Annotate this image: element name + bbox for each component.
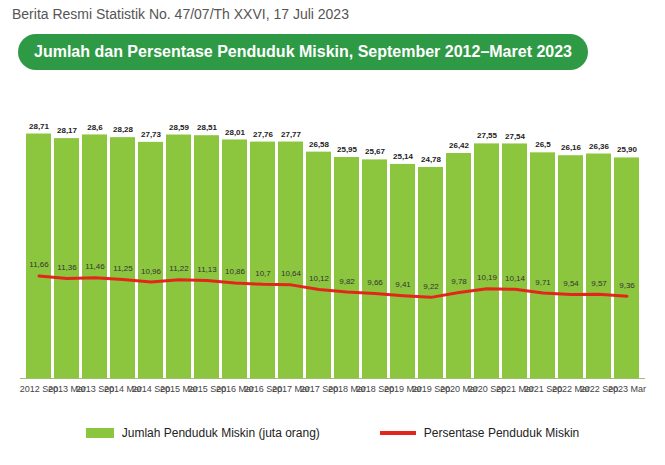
html-text:Jumlah Penduduk Miskin (juta o: Jumlah Penduduk Miskin (juta orang)	[121, 426, 320, 440]
svg-text:11,25: 11,25	[113, 264, 133, 273]
svg-text:2023 Mar: 2023 Mar	[608, 384, 646, 394]
svg-text:9,71: 9,71	[535, 278, 551, 287]
svg-text:2019 Sep: 2019 Sep	[411, 384, 451, 395]
svg-text:26,58: 26,58	[309, 140, 330, 149]
svg-text:2012 Sep: 2012 Sep	[19, 384, 59, 395]
svg-text:27,77: 27,77	[281, 130, 302, 139]
svg-text:26,42: 26,42	[449, 141, 470, 150]
svg-text:26,36: 26,36	[589, 142, 610, 151]
svg-text:2015 Mar: 2015 Mar	[160, 384, 198, 395]
svg-text:27,73: 27,73	[141, 130, 162, 139]
svg-text:25,95: 25,95	[337, 145, 358, 154]
svg-text:25,14: 25,14	[393, 152, 414, 161]
svg-text:9,54: 9,54	[563, 279, 579, 288]
svg-text:9,36: 9,36	[619, 281, 635, 290]
svg-text:2020 Sep: 2020 Sep	[467, 384, 507, 395]
svg-text:9,57: 9,57	[591, 279, 607, 288]
svg-text:28,01: 28,01	[225, 128, 246, 137]
svg-text:24,78: 24,78	[421, 155, 442, 164]
svg-text:2017 Sep: 2017 Sep	[299, 384, 339, 395]
svg-text:28,17: 28,17	[57, 126, 78, 135]
svg-text:11,22: 11,22	[169, 264, 189, 273]
svg-text:25,67: 25,67	[365, 147, 386, 156]
svg-text:11,66: 11,66	[29, 260, 49, 269]
svg-text:11,13: 11,13	[197, 265, 217, 274]
svg-text:2022 Sep: 2022 Sep	[579, 384, 619, 395]
svg-text:9,82: 9,82	[339, 277, 355, 286]
svg-text:10,12: 10,12	[309, 274, 330, 283]
svg-text:2018 Sep: 2018 Sep	[355, 384, 395, 395]
html-text:Persentase Penduduk Miskin: Persentase Penduduk Miskin	[423, 426, 580, 440]
svg-text:2013 Sep: 2013 Sep	[75, 384, 115, 395]
svg-text:10,86: 10,86	[225, 267, 246, 276]
svg-text:25,90: 25,90	[617, 145, 638, 154]
svg-text:2022 Mar: 2022 Mar	[552, 384, 590, 395]
svg-text:2016 Sep: 2016 Sep	[243, 384, 283, 395]
svg-text:2021 Mar: 2021 Mar	[496, 384, 534, 395]
svg-text:11,36: 11,36	[57, 263, 77, 272]
svg-text:2021 Sep: 2021 Sep	[523, 384, 563, 395]
svg-text:26,5: 26,5	[535, 140, 551, 149]
svg-text:2016 Mar: 2016 Mar	[216, 384, 254, 395]
svg-text:27,76: 27,76	[253, 130, 274, 139]
svg-text:27,55: 27,55	[477, 131, 498, 140]
svg-text:27,54: 27,54	[505, 132, 526, 141]
svg-text:2015 Sep: 2015 Sep	[187, 384, 227, 395]
svg-text:11,46: 11,46	[85, 262, 105, 271]
svg-text:2018 Mar: 2018 Mar	[328, 384, 366, 395]
svg-text:10,96: 10,96	[141, 267, 162, 276]
html-text:Jumlah dan Persentase Penduduk: Jumlah dan Persentase Penduduk Miskin, S…	[34, 43, 572, 60]
svg-text:9,22: 9,22	[423, 282, 439, 291]
svg-text:2019 Mar: 2019 Mar	[384, 384, 422, 395]
svg-text:9,78: 9,78	[451, 277, 467, 286]
svg-text:28,51: 28,51	[197, 123, 218, 132]
svg-text:2020 Mar: 2020 Mar	[440, 384, 478, 395]
svg-text:10,64: 10,64	[281, 269, 302, 278]
html-text:Berita Resmi Statistik No. 47/: Berita Resmi Statistik No. 47/07/Th XXVI…	[12, 6, 349, 22]
svg-text:2013 Mar: 2013 Mar	[48, 384, 86, 395]
svg-text:10,19: 10,19	[477, 273, 498, 282]
svg-text:28,6: 28,6	[87, 122, 103, 131]
svg-text:10,14: 10,14	[505, 274, 526, 283]
svg-text:2017 Mar: 2017 Mar	[272, 384, 310, 395]
svg-text:10,7: 10,7	[255, 269, 271, 278]
svg-text:28,59: 28,59	[169, 123, 190, 132]
svg-text:9,41: 9,41	[395, 280, 411, 289]
svg-text:28,71: 28,71	[29, 122, 50, 131]
svg-text:28,28: 28,28	[113, 125, 134, 134]
svg-text:26,16: 26,16	[561, 143, 582, 152]
svg-text:9,66: 9,66	[367, 278, 383, 287]
svg-text:2014 Mar: 2014 Mar	[104, 384, 142, 395]
svg-text:2014 Sep: 2014 Sep	[131, 384, 171, 395]
